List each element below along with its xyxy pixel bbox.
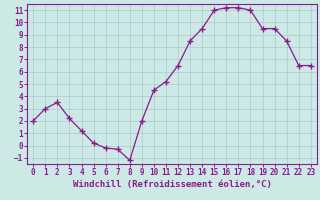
X-axis label: Windchill (Refroidissement éolien,°C): Windchill (Refroidissement éolien,°C): [73, 180, 271, 189]
